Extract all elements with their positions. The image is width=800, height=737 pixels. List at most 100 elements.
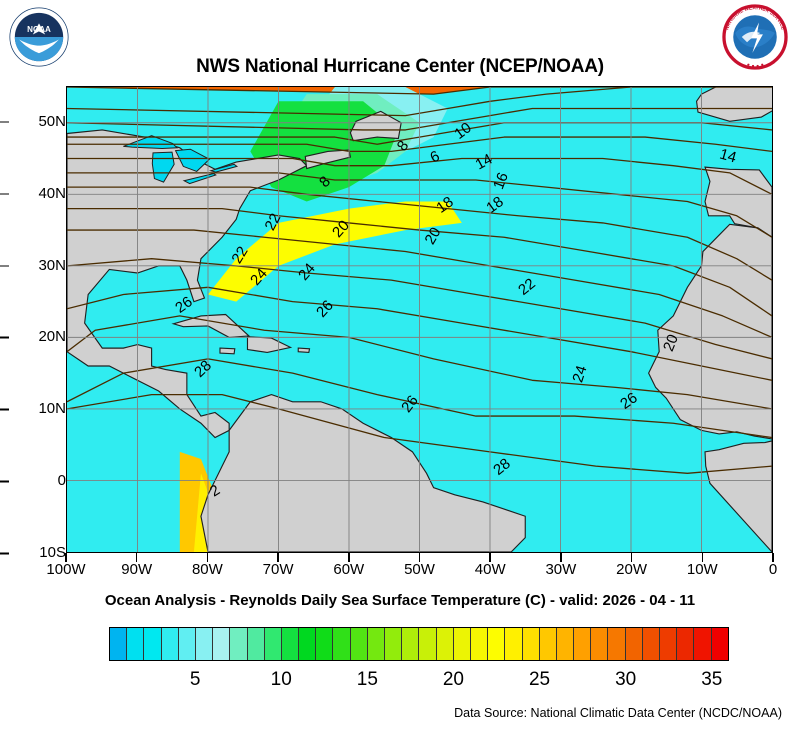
landmass-jamaica <box>219 347 236 355</box>
colorbar-swatch-15 <box>367 628 385 660</box>
y-axis: 50N 40N 30N 20N 10N 0 10S <box>0 86 66 561</box>
landmass-cuba <box>171 313 251 338</box>
great-lake-huron <box>174 148 211 172</box>
y-tick <box>0 480 9 483</box>
colorbar-swatch-25 <box>539 628 557 660</box>
colorbar-tick-label: 5 <box>189 669 201 690</box>
x-tick-label: 100W <box>46 561 86 578</box>
x-tick-label: 30W <box>545 561 577 578</box>
data-source-note: Data Source: National Climatic Data Cent… <box>454 706 782 720</box>
x-tick <box>206 553 209 562</box>
sst-contour-line <box>67 393 772 474</box>
colorbar-swatch-6 <box>213 628 231 660</box>
colorbar-swatch-23 <box>505 628 523 660</box>
colorbar-swatch-27 <box>574 628 592 660</box>
colorbar-swatch-21 <box>470 628 489 660</box>
landmass-south-america <box>200 394 526 552</box>
colorbar-swatch-24 <box>522 628 540 660</box>
colorbar-tick-label: 20 <box>442 669 464 690</box>
colorbar-tick-label: 35 <box>701 669 723 690</box>
page-title: NWS National Hurricane Center (NCEP/NOAA… <box>196 56 604 77</box>
landmass-west-africa <box>647 223 772 552</box>
y-tick <box>0 336 9 339</box>
colorbar-tick-label: 25 <box>528 669 551 690</box>
gulf-stream-warm-core <box>208 201 462 302</box>
landmass-north-america <box>67 129 308 439</box>
x-tick <box>701 553 704 562</box>
landmass-nova-scotia <box>304 149 352 170</box>
x-tick <box>135 553 138 562</box>
colorbar-swatch-9 <box>264 628 282 660</box>
sst-contour-line <box>67 136 772 153</box>
x-axis: 100W 90W 80W 70W 60W 50W 40W 30W 20W 10W 0 <box>46 553 777 583</box>
colorbar-swatch-31 <box>642 628 660 660</box>
svg-text:NOAA: NOAA <box>27 25 51 34</box>
x-tick <box>277 553 279 562</box>
colorbar-swatch-5 <box>195 628 214 660</box>
noaa-logo: NOAA <box>8 6 70 68</box>
y-tick <box>0 193 9 195</box>
temperature-colorbar <box>109 627 729 661</box>
great-lake-superior <box>123 135 179 150</box>
x-tick <box>348 553 350 562</box>
colorbar-swatch-1 <box>127 628 145 660</box>
x-tick-label: 50W <box>404 561 435 578</box>
colorbar-swatch-26 <box>556 628 575 660</box>
x-tick-label: 0 <box>768 561 778 578</box>
y-tick-label: 20N <box>38 328 66 346</box>
x-tick <box>489 553 491 562</box>
y-tick-label: 30N <box>38 256 66 274</box>
plot-caption: Ocean Analysis - Reynolds Daily Sea Surf… <box>104 592 696 609</box>
colorbar-swatch-4 <box>178 628 196 660</box>
x-tick-label: 60W <box>333 561 365 578</box>
nws-logo: NATIONAL WEATHER SERVICE <box>722 4 788 70</box>
x-tick <box>65 553 67 562</box>
landmass-british-isles <box>695 87 772 122</box>
y-tick <box>0 265 9 267</box>
sst-map-svg <box>67 87 772 552</box>
sst-contour-line <box>67 172 772 238</box>
colorbar-swatch-8 <box>247 628 265 660</box>
y-tick-label: 50N <box>38 112 66 130</box>
y-tick-label: 0 <box>57 472 66 490</box>
colorbar-swatch-20 <box>453 628 471 660</box>
colorbar-swatch-18 <box>419 628 437 660</box>
x-tick <box>772 553 774 562</box>
x-tick-label: 40W <box>474 561 506 578</box>
x-tick-label: 20W <box>616 561 648 578</box>
colorbar-tick-label: 10 <box>270 669 292 690</box>
landmass-newfoundland <box>349 110 402 142</box>
sst-contour-line <box>67 87 772 95</box>
colorbar-swatch-7 <box>230 628 248 660</box>
colorbar-swatch-13 <box>333 628 351 660</box>
y-tick <box>0 121 9 123</box>
colorbar-swatch-19 <box>436 628 454 660</box>
x-tick-label: 10W <box>686 561 718 578</box>
colorbar-swatch-32 <box>660 628 678 660</box>
colorbar-swatch-28 <box>591 628 609 660</box>
sst-contour-line <box>67 258 772 360</box>
colorbar-swatch-12 <box>316 628 334 660</box>
y-tick <box>0 552 9 554</box>
colorbar-swatch-16 <box>385 628 403 660</box>
colorbar-ticks: 5 10 15 20 25 30 35 <box>109 663 729 693</box>
x-tick <box>630 553 633 562</box>
sst-contour-line <box>67 358 772 439</box>
sst-contour-line <box>67 229 772 338</box>
y-tick-label: 10S <box>39 544 66 561</box>
colorbar-swatch-33 <box>677 628 695 660</box>
x-tick-label: 90W <box>121 561 153 578</box>
colorbar-swatch-34 <box>694 628 712 660</box>
y-tick <box>0 408 9 411</box>
y-tick-label: 10N <box>38 400 66 418</box>
x-tick-label: 70W <box>262 561 294 578</box>
colorbar-swatch-2 <box>144 628 162 660</box>
colorbar-swatch-14 <box>350 628 368 660</box>
colorbar-swatch-17 <box>402 628 420 660</box>
x-tick-label: 80W <box>191 561 223 578</box>
colorbar-swatch-10 <box>281 628 300 660</box>
colorbar-tick-label: 30 <box>615 669 637 690</box>
colorbar-swatch-11 <box>299 628 317 660</box>
great-lake-ontario <box>208 163 239 173</box>
colorbar-swatch-35 <box>711 628 728 660</box>
